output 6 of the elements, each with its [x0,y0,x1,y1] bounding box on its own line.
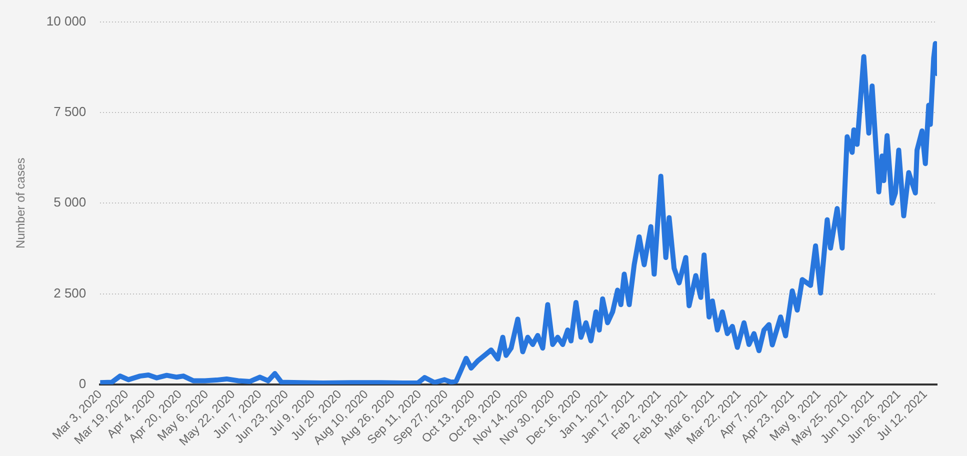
y-tick-label: 5 000 [54,194,86,210]
y-tick-label: 7 500 [54,104,86,120]
y-tick-label: 10 000 [46,13,86,28]
y-tick-label: 0 [78,376,86,391]
y-tick-label: 2 500 [54,285,86,300]
y-axis-title: Number of cases [14,158,28,248]
